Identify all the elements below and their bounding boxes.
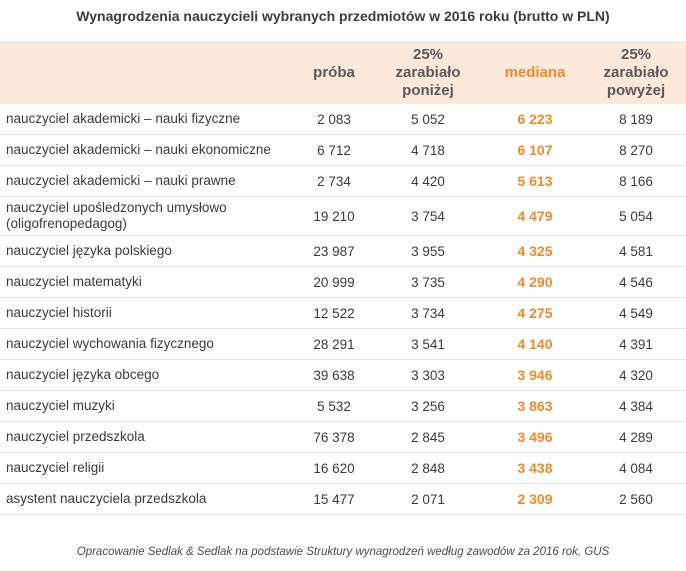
cell-mediana: 4 325: [517, 243, 553, 259]
cell-mediana: 5 613: [517, 173, 553, 189]
table-row: nauczyciel historii 12 522 3 734 4 275 4 549: [0, 298, 686, 329]
cell-proba: 6 712: [317, 142, 351, 158]
header-q75-line3: powyżej: [606, 81, 666, 99]
header-q25-line1: 25%: [412, 45, 444, 63]
row-name: nauczyciel muzyki: [6, 398, 115, 413]
header-proba: próba: [313, 63, 355, 81]
row-name: nauczyciel religii: [6, 460, 105, 475]
cell-q75: 4 289: [619, 429, 653, 445]
cell-proba: 20 999: [313, 274, 355, 290]
table-row: nauczyciel akademicki – nauki fizyczne 2 …: [0, 104, 686, 135]
table-title: Wynagrodzenia nauczycieli wybranych prze…: [76, 8, 610, 24]
cell-mediana: 3 863: [517, 398, 553, 414]
cell-mediana: 4 140: [517, 336, 553, 352]
cell-q25: 3 734: [411, 305, 445, 321]
cell-mediana: 4 275: [517, 305, 553, 321]
cell-mediana: 4 290: [517, 274, 553, 290]
table-row: nauczyciel muzyki 5 532 3 256 3 863 4 384: [0, 391, 686, 422]
table-row: nauczyciel matematyki 20 999 3 735 4 290 4 5…: [0, 267, 686, 298]
row-name: asystent nauczyciela przedszkola: [6, 491, 207, 506]
cell-q75: 4 391: [619, 336, 653, 352]
table-row: asystent nauczyciela przedszkola 15 477 2 …: [0, 484, 686, 515]
row-name: nauczyciel języka polskiego: [6, 243, 172, 258]
table-row: nauczyciel języka obcego 39 638 3 303 3 946…: [0, 360, 686, 391]
cell-mediana: 6 107: [517, 142, 553, 158]
cell-proba: 2 083: [317, 111, 351, 127]
cell-mediana: 2 309: [517, 491, 553, 507]
cell-q75: 8 189: [619, 111, 653, 127]
cell-q75: 4 549: [619, 305, 653, 321]
table-row: nauczyciel akademicki – nauki prawne 2 73…: [0, 166, 686, 197]
cell-q25: 3 955: [411, 243, 445, 259]
cell-q75: 8 166: [619, 173, 653, 189]
cell-q25: 4 718: [411, 142, 445, 158]
cell-q75: 4 546: [619, 274, 653, 290]
cell-q25: 5 052: [411, 111, 445, 127]
row-name: nauczyciel akademicki – nauki ekonomiczn…: [6, 142, 271, 157]
cell-mediana: 4 479: [517, 208, 553, 224]
table-row: nauczyciel upośledzonych umysłowo (oligo…: [0, 197, 686, 236]
row-name: nauczyciel akademicki – nauki prawne: [6, 173, 236, 188]
cell-mediana: 3 946: [517, 367, 553, 383]
cell-proba: 15 477: [313, 491, 355, 507]
cell-proba: 16 620: [313, 460, 355, 476]
cell-proba: 5 532: [317, 398, 351, 414]
cell-q75: 5 054: [619, 208, 653, 224]
row-name: nauczyciel wychowania fizycznego: [6, 336, 214, 351]
cell-q75: 2 560: [619, 491, 653, 507]
header-q25: 25% zarabiało poniżej: [378, 41, 478, 104]
cell-q75: 4 384: [619, 398, 653, 414]
table-row: nauczyciel wychowania fizycznego 28 291 3 …: [0, 329, 686, 360]
header-q75-line1: 25%: [620, 45, 652, 63]
row-name: nauczyciel języka obcego: [6, 367, 160, 382]
cell-q25: 3 256: [411, 398, 445, 414]
cell-proba: 19 210: [313, 208, 355, 224]
table-body: nauczyciel akademicki – nauki fizyczne 2 …: [0, 104, 686, 515]
cell-q25: 2 845: [411, 429, 445, 445]
cell-q25: 3 754: [411, 208, 445, 224]
row-name: nauczyciel akademicki – nauki fizyczne: [6, 111, 241, 126]
cell-q25: 2 848: [411, 460, 445, 476]
cell-proba: 2 734: [317, 173, 351, 189]
table-row: nauczyciel religii 16 620 2 848 3 438 4 084: [0, 453, 686, 484]
cell-q75: 4 581: [619, 243, 653, 259]
header-q25-line2: zarabiało: [395, 63, 461, 81]
cell-q75: 4 320: [619, 367, 653, 383]
header-mediana: mediana: [504, 63, 566, 81]
cell-q25: 3 303: [411, 367, 445, 383]
header-q75-line2: zarabiało: [603, 63, 669, 81]
cell-q75: 4 084: [619, 460, 653, 476]
cell-q75: 8 270: [619, 142, 653, 158]
header-q75: 25% zarabiało powyżej: [590, 41, 682, 104]
cell-proba: 76 378: [313, 429, 355, 445]
table-row: nauczyciel przedszkola 76 378 2 845 3 496 4 …: [0, 422, 686, 453]
cell-mediana: 3 438: [517, 460, 553, 476]
row-name: nauczyciel matematyki: [6, 274, 142, 289]
cell-q25: 4 420: [411, 173, 445, 189]
cell-mediana: 6 223: [517, 111, 553, 127]
row-name: nauczyciel przedszkola: [6, 429, 145, 444]
cell-proba: 39 638: [313, 367, 355, 383]
cell-q25: 3 735: [411, 274, 445, 290]
cell-q25: 3 541: [411, 336, 445, 352]
cell-mediana: 3 496: [517, 429, 553, 445]
cell-proba: 23 987: [313, 243, 355, 259]
cell-proba: 12 522: [313, 305, 355, 321]
row-name: nauczyciel upośledzonych umysłowo (oligo…: [6, 200, 227, 231]
header-q25-line3: poniżej: [402, 81, 454, 99]
table-row: nauczyciel języka polskiego 23 987 3 955 4 …: [0, 236, 686, 267]
cell-proba: 28 291: [313, 336, 355, 352]
source-note: Opracowanie Sedlak & Sedlak na podstawie…: [76, 546, 610, 558]
table-header: próba 25% zarabiało poniżej mediana 25% …: [0, 41, 686, 104]
table-row: nauczyciel akademicki – nauki ekonomiczn…: [0, 135, 686, 166]
cell-q25: 2 071: [411, 491, 445, 507]
row-name: nauczyciel historii: [6, 305, 112, 320]
